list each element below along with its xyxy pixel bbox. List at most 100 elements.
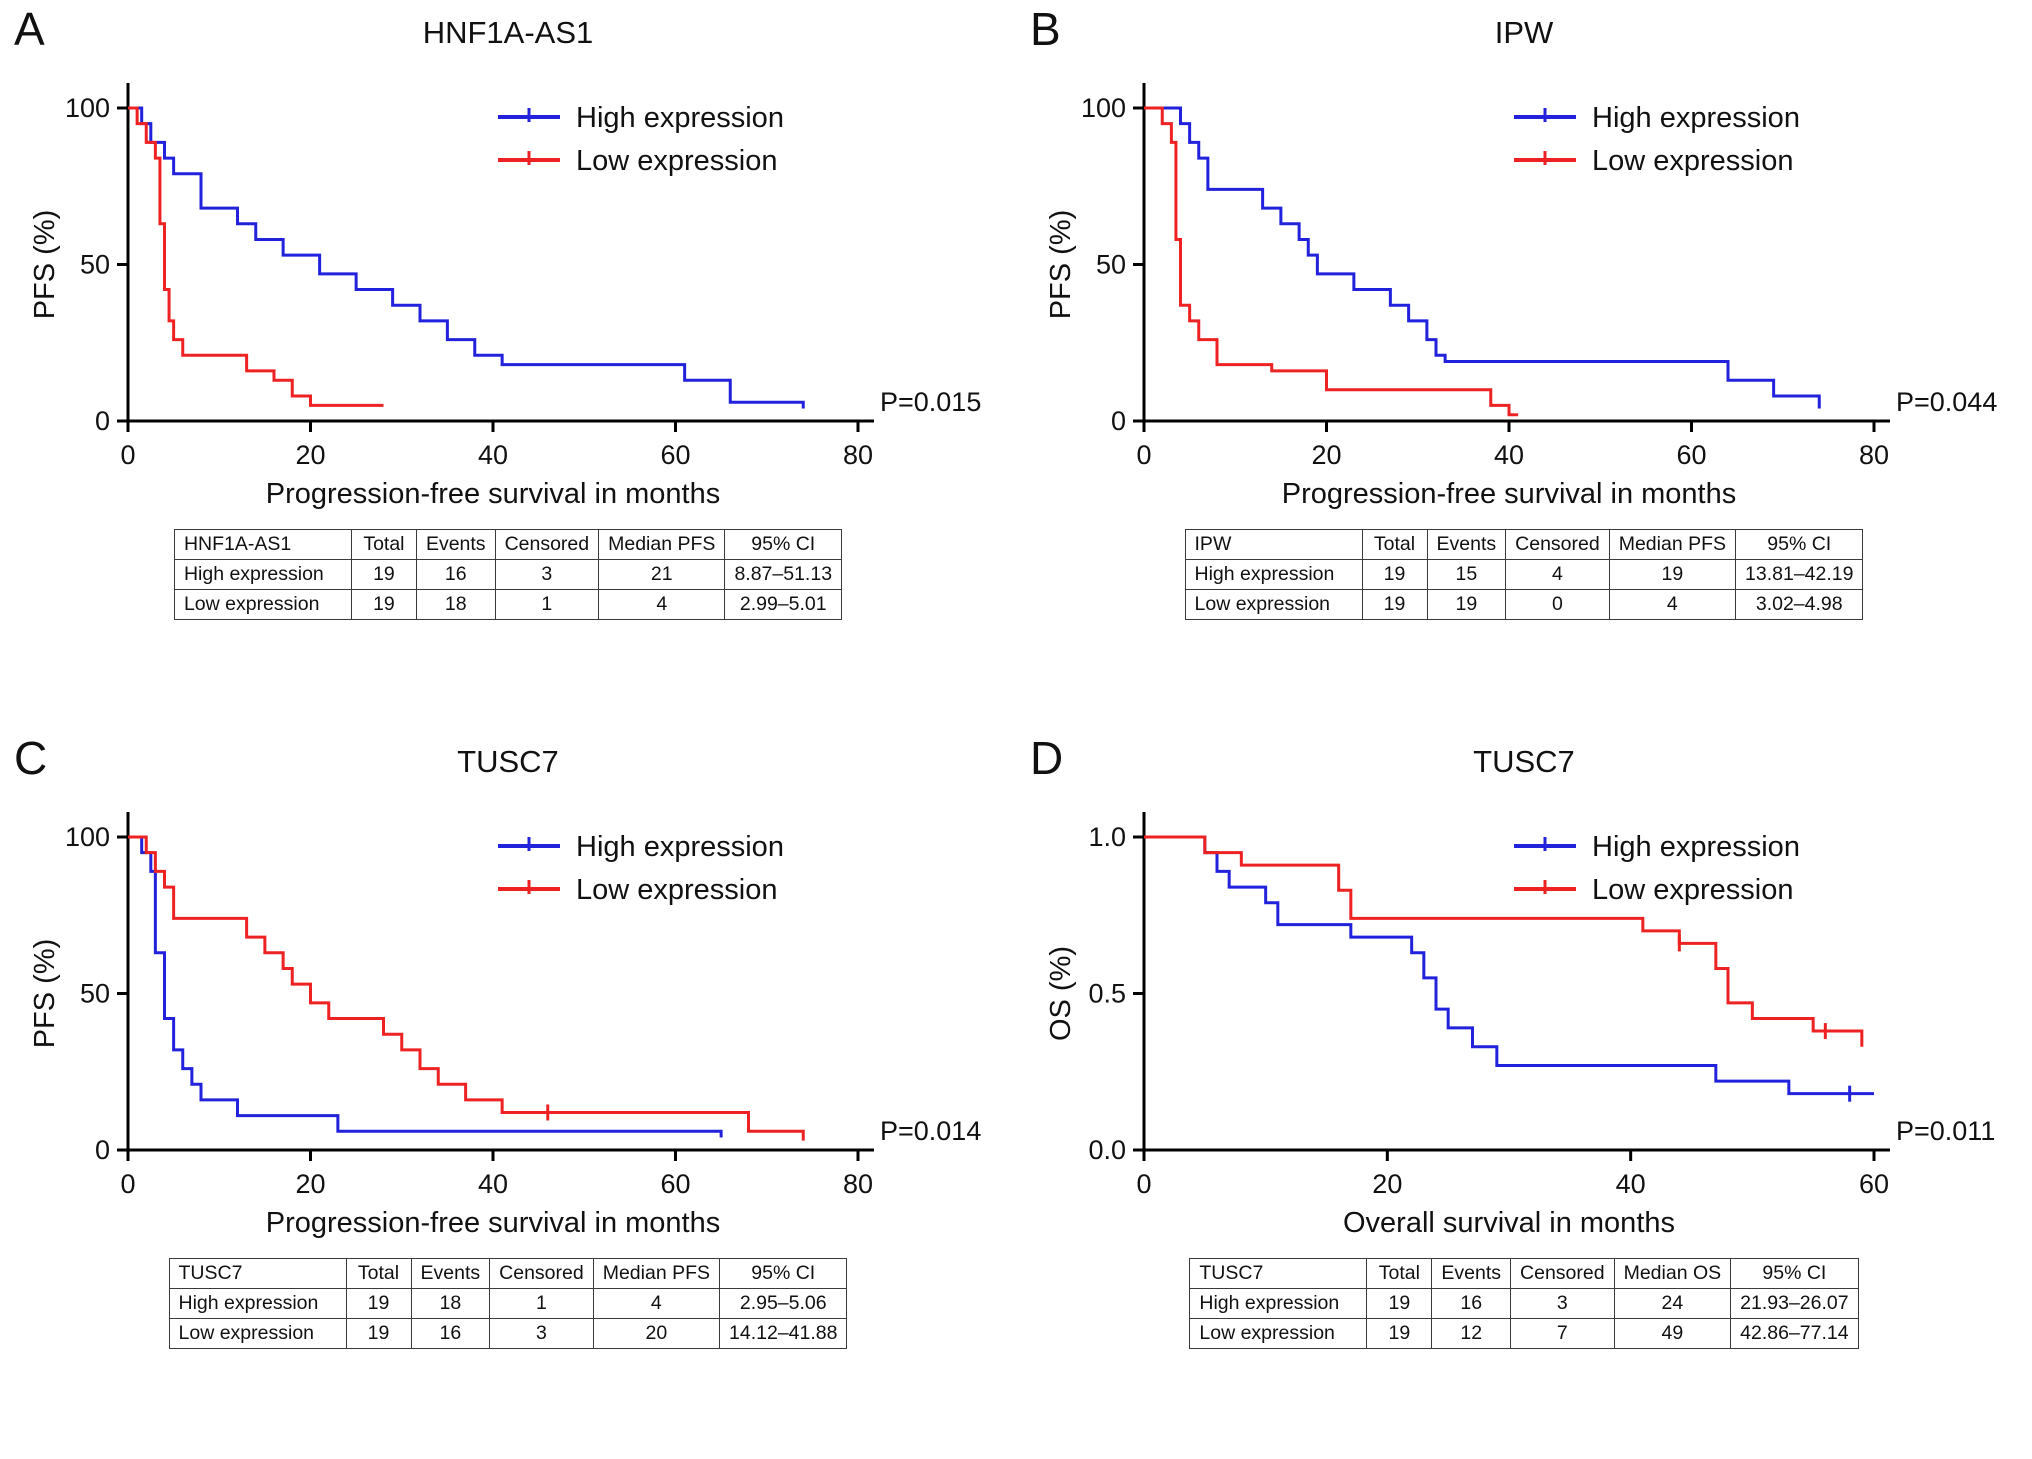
y-tick-label: 0 [95,406,110,436]
table-cell: 3 [1510,1288,1615,1320]
panel-letter-b: B [1030,3,1061,55]
panel-a: A HNF1A-AS1 0 20 40 60 80 0 50 100 Progression-f… [0,0,1016,729]
table-cell: 2.95–5.06 [719,1288,848,1320]
table-cell: 13.81–42.19 [1735,559,1864,591]
y-axis-title: OS (%) [1045,946,1077,1041]
km-curve-high [1144,835,1874,1096]
table-cell: 19 [1608,559,1737,591]
table-header-cell: Median PFS [1608,529,1737,561]
table-header-cell: Censored [494,529,600,561]
table-cell: 19 [350,589,417,621]
stats-table-b: IPW Total Events Censored Median PFS 95% CI Hi… [1184,529,1864,621]
table-header-cell: Total [345,1258,412,1290]
x-tick-label: 60 [1859,1169,1889,1199]
table-cell: 19 [1426,589,1507,621]
table-row: Low expression 19 19 0 4 3.02–4.98 [1184,589,1864,621]
x-tick-label: 20 [295,1169,325,1199]
table-cell: 3 [494,559,600,591]
table-cell: 3 [489,1318,594,1350]
km-plot-wrap-d: 0 20 40 60 0.0 0.5 1.0 Overall survival in mont… [1034,782,2014,1252]
km-curve-low [128,106,384,408]
table-cell: 15 [1426,559,1507,591]
y-axis-title: PFS (%) [29,939,61,1049]
table-cell: 19 [345,1318,412,1350]
legend-label: Low expression [1592,145,1794,177]
km-chart-a: 0 20 40 60 80 0 50 100 Progression-free survival… [29,83,981,510]
table-header-cell: Censored [489,1258,594,1290]
table-cell: Low expression [1184,589,1363,621]
table-cell: 19 [1366,1318,1433,1350]
table-cell: 18 [415,589,496,621]
legend-label: High expression [576,102,784,134]
x-tick-label: 40 [1494,440,1524,470]
table-header-row: IPW Total Events Censored Median PFS 95% CI [1184,529,1864,561]
x-tick-label: 40 [478,1169,508,1199]
table-cell: 0 [1505,589,1610,621]
y-axis-title: PFS (%) [29,210,61,320]
table-header-cell: HNF1A-AS1 [173,529,352,561]
stats-table-c: TUSC7 Total Events Censored Median PFS 95% CI… [168,1258,848,1350]
y-axis-title: PFS (%) [1045,210,1077,320]
table-header-cell: 95% CI [719,1258,848,1290]
table-cell: 4 [592,1288,721,1320]
table-cell: Low expression [168,1318,347,1350]
table-cell: 20 [592,1318,721,1350]
km-curve-low [128,835,805,1141]
table-cell: 8.87–51.13 [724,559,843,591]
y-tick-label: 50 [80,250,110,280]
km-plot-wrap-a: 0 20 40 60 80 0 50 100 Progression-free survival… [18,53,998,523]
table-header-cell: 95% CI [1735,529,1864,561]
x-axis-title: Progression-free survival in months [266,1207,721,1239]
table-cell: 19 [350,559,417,591]
table-cell: 1 [489,1288,594,1320]
table-header-cell: Median PFS [592,1258,721,1290]
table-cell: 24 [1613,1288,1732,1320]
table-cell: 21 [598,559,726,591]
x-tick-label: 80 [843,1169,873,1199]
y-tick-label: 100 [65,822,110,852]
legend-label: High expression [1592,831,1800,863]
table-header-row: TUSC7 Total Events Censored Median OS 95% CI [1189,1258,1859,1290]
table-header-cell: Events [410,1258,491,1290]
table-header-cell: Events [415,529,496,561]
panel-d: D TUSC7 0 20 40 60 0.0 0.5 1.0 Overall survival… [1016,729,2032,1459]
table-header-cell: Censored [1505,529,1610,561]
table-header-cell: Median PFS [598,529,726,561]
table-cell: High expression [1184,559,1363,591]
table-row: High expression 19 16 3 24 21.93–26.07 [1189,1288,1859,1320]
x-tick-label: 60 [660,1169,690,1199]
table-header-cell: TUSC7 [168,1258,347,1290]
table-header-cell: 95% CI [1730,1258,1859,1290]
table-cell: 1 [494,589,600,621]
table-cell: 7 [1510,1318,1615,1350]
table-cell: 49 [1613,1318,1732,1350]
panel-letter-c: C [14,732,48,784]
km-chart-c: 0 20 40 60 80 0 50 100 Progression-free survival… [29,812,981,1239]
y-tick-label: 0 [95,1135,110,1165]
chart-title-c: TUSC7 [457,744,559,779]
km-curve-low [1144,835,1864,1047]
x-tick-label: 60 [660,440,690,470]
x-tick-label: 80 [1859,440,1889,470]
chart-title-b: IPW [1494,15,1554,50]
table-cell: 4 [1505,559,1610,591]
table-cell: 42.86–77.14 [1730,1318,1859,1350]
table-cell: High expression [173,559,352,591]
table-cell: 19 [1361,589,1428,621]
table-header-cell: Total [350,529,417,561]
table-cell: 4 [598,589,726,621]
x-tick-label: 0 [120,1169,135,1199]
legend-label: Low expression [576,874,778,906]
km-curve-low [1144,106,1519,417]
table-cell: 2.99–5.01 [724,589,843,621]
table-row: Low expression 19 16 3 20 14.12–41.88 [168,1318,848,1350]
y-tick-label: 100 [1081,93,1126,123]
table-header-row: HNF1A-AS1 Total Events Censored Median PFS 95… [173,529,843,561]
table-cell: 14.12–41.88 [719,1318,848,1350]
chart-title-d: TUSC7 [1473,744,1575,779]
km-plot-wrap-b: 0 20 40 60 80 0 50 100 Progression-free survival… [1034,53,2014,523]
x-tick-label: 0 [120,440,135,470]
stats-table-d: TUSC7 Total Events Censored Median OS 95% CI H… [1189,1258,1859,1350]
x-tick-label: 20 [295,440,325,470]
